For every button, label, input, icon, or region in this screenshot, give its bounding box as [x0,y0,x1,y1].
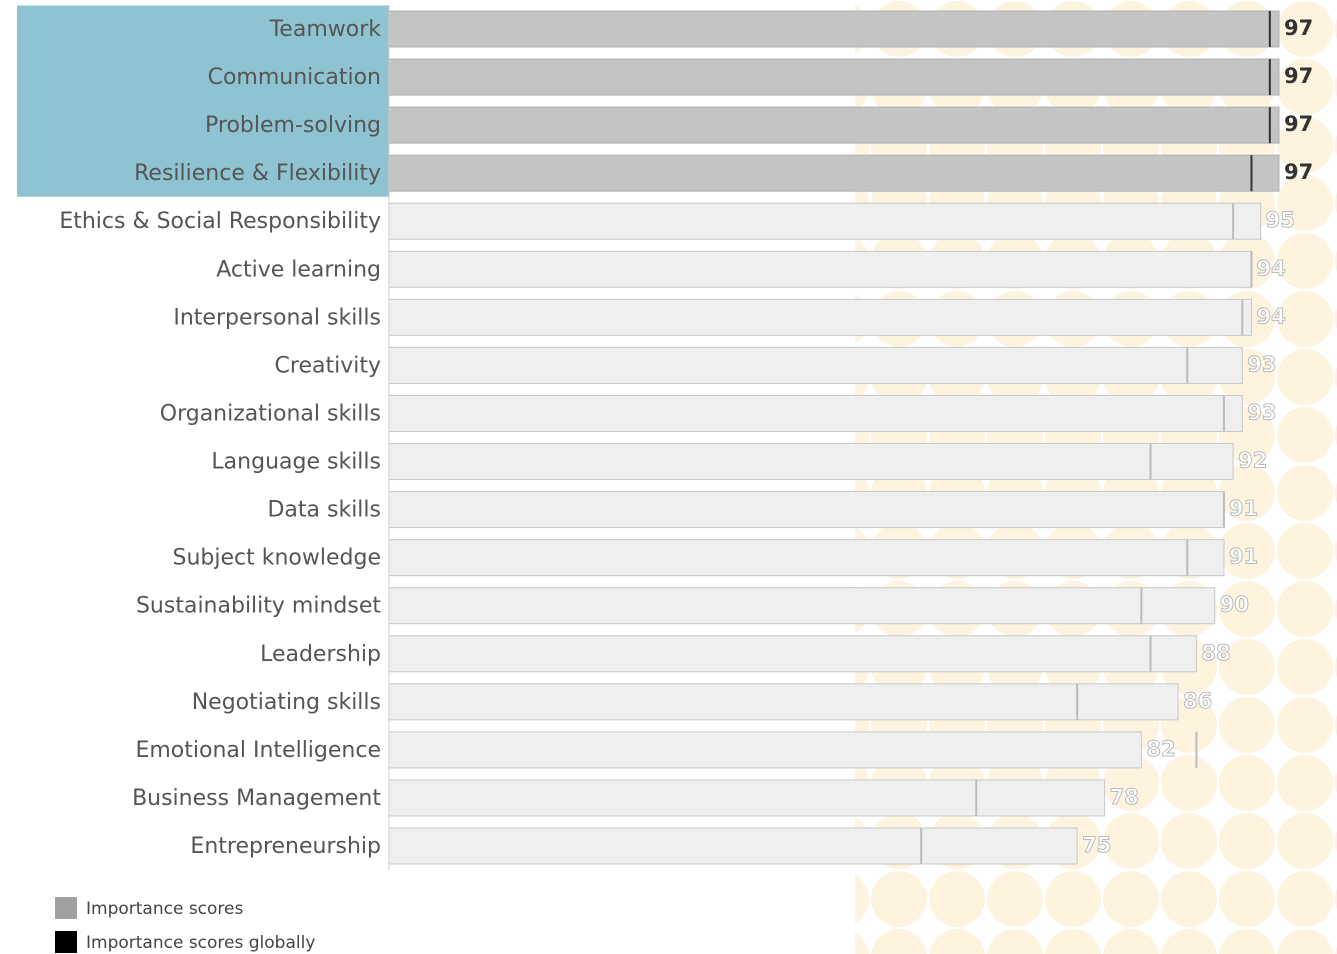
value-label: 94 [1256,256,1285,280]
bar [388,587,1216,625]
category-label: Ethics & Social Responsibility [59,209,381,234]
bar [388,10,1280,48]
value-label: 93 [1247,352,1276,376]
value-label: 97 [1284,16,1313,40]
category-label: Organizational skills [160,401,381,426]
bar [388,731,1142,769]
bar [388,58,1280,96]
bar [388,491,1225,529]
highlight-band [17,5,389,197]
category-label: Entrepreneurship [190,834,381,859]
value-label: 97 [1284,64,1313,88]
category-label: Negotiating skills [192,690,381,715]
value-label: 90 [1220,593,1249,617]
bar [388,202,1262,240]
category-label: Problem-solving [205,113,381,138]
bar [388,827,1078,865]
category-label: Creativity [275,353,381,378]
bar [388,298,1252,336]
category-label: Leadership [260,642,381,667]
value-label: 94 [1256,304,1285,328]
category-label: Interpersonal skills [173,305,381,330]
bar [388,539,1225,577]
value-label: 91 [1229,545,1258,569]
bar [388,635,1197,673]
value-label: 91 [1229,497,1258,521]
value-label: 95 [1266,208,1295,232]
value-label: 88 [1201,641,1230,665]
category-label: Communication [208,65,381,90]
value-label: 97 [1284,112,1313,136]
bar [388,443,1234,481]
category-label: Language skills [211,450,381,475]
bar [388,779,1106,817]
category-label: Business Management [132,786,381,811]
legend-swatch [55,897,77,919]
category-label: Resilience & Flexibility [134,161,381,186]
value-label: 82 [1146,737,1175,761]
legend-label: Importance scores globally [86,933,315,953]
value-label: 93 [1247,400,1276,424]
category-label: Data skills [267,498,381,523]
bar [388,346,1243,384]
category-label: Sustainability mindset [136,594,381,619]
value-label: 78 [1110,785,1139,809]
bar [388,683,1179,721]
legend-swatch [55,931,77,953]
value-label: 86 [1183,689,1212,713]
bar [388,250,1252,288]
bar [388,106,1280,144]
category-label: Teamwork [269,17,382,42]
value-label: 75 [1082,833,1111,857]
legend-label: Importance scores [86,899,244,919]
bar [388,394,1243,432]
category-label: Active learning [216,257,381,282]
value-label: 97 [1284,160,1313,184]
category-label: Emotional Intelligence [135,738,381,763]
bar [388,154,1280,192]
category-label: Subject knowledge [173,546,381,571]
value-label: 92 [1238,449,1267,473]
